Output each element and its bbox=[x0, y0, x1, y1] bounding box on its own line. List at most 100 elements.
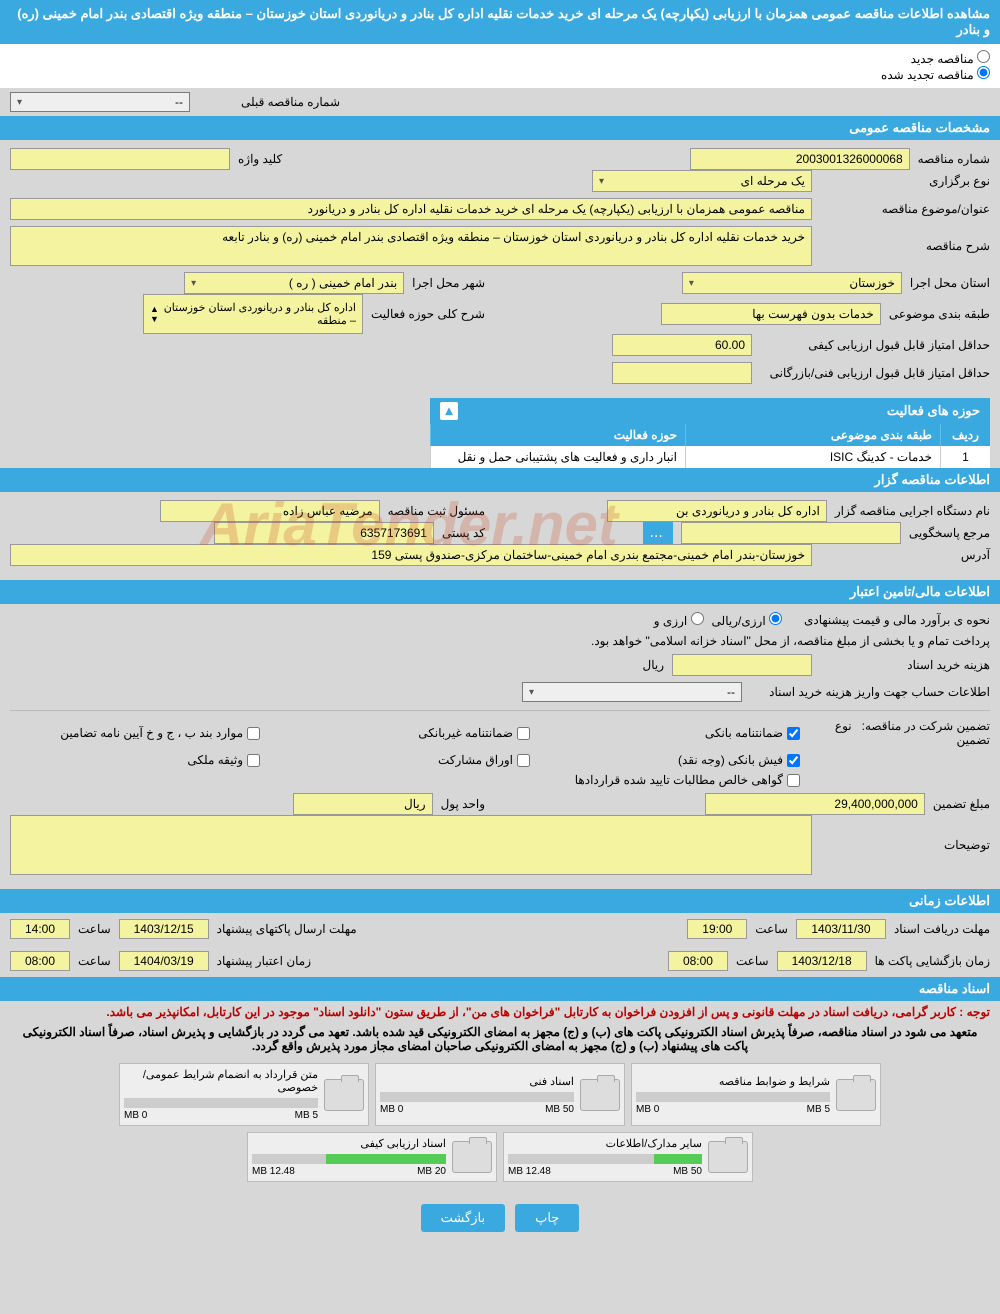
cost-label: هزینه خرید اسناد bbox=[820, 658, 990, 672]
docs-note-2: متعهد می شود در اسناد مناقصه، صرفاً پذیر… bbox=[0, 1023, 1000, 1055]
desc-field: خرید خدمات نقلیه اداره کل بنادر و دریانو… bbox=[10, 226, 812, 266]
notes-field[interactable] bbox=[10, 815, 812, 875]
post-field: 6357173691 bbox=[214, 522, 434, 544]
type-select[interactable]: یک مرحله ای▾ bbox=[592, 170, 812, 192]
doc-title: اسناد فنی bbox=[380, 1075, 574, 1088]
prev-tender-label: شماره مناقصه قبلی bbox=[200, 95, 340, 109]
chk-property[interactable]: وثیقه ملکی bbox=[10, 753, 260, 767]
city-label: شهر محل اجرا bbox=[412, 276, 485, 290]
doc-title: متن قرارداد به انضمام شرایط عمومی/خصوصی bbox=[124, 1068, 318, 1094]
valid-date: 1404/03/19 bbox=[119, 951, 209, 971]
chk-cert[interactable]: گواهی خالص مطالبات تایید شده قراردادها bbox=[10, 773, 800, 787]
subject-field: مناقصه عمومی همزمان با ارزیابی (یکپارچه)… bbox=[10, 198, 812, 220]
send-label: مهلت ارسال پاکتهای پیشنهاد bbox=[217, 922, 357, 936]
doc-card[interactable]: اسناد فنی 50 MB0 MB bbox=[375, 1063, 625, 1126]
doc-card[interactable]: شرایط و ضوابط مناقصه 5 MB0 MB bbox=[631, 1063, 881, 1126]
radio-rial[interactable]: ارزی/ریالی bbox=[712, 612, 782, 628]
keyword-field[interactable] bbox=[10, 148, 230, 170]
minscore2-field bbox=[612, 362, 752, 384]
scope-label: شرح کلی حوزه فعالیت bbox=[371, 307, 485, 321]
desc-label: شرح مناقصه bbox=[820, 239, 990, 253]
time-label: ساعت bbox=[755, 922, 788, 936]
dev-field: اداره کل بنادر و دریانوردی بن bbox=[607, 500, 827, 522]
tender-type-radio-row: مناقصه جدید مناقصه تجدید شده bbox=[0, 44, 1000, 88]
time-label: ساعت bbox=[78, 954, 111, 968]
doc-card[interactable]: سایر مدارک/اطلاعات 50 MB12.48 MB bbox=[503, 1132, 753, 1182]
section-general-body: شماره مناقصه2003001326000068 کلید واژه ن… bbox=[0, 140, 1000, 398]
collapse-button[interactable]: ▴ bbox=[440, 402, 458, 420]
chk-cash[interactable]: فیش بانکی (وجه نقد) bbox=[550, 753, 800, 767]
back-button[interactable]: بازگشت bbox=[421, 1204, 505, 1232]
doc-card[interactable]: اسناد ارزیابی کیفی 20 MB12.48 MB bbox=[247, 1132, 497, 1182]
chevron-down-icon: ▾ bbox=[529, 687, 534, 698]
class-field: خدمات بدون فهرست بها bbox=[661, 303, 881, 325]
post-label: کد پستی bbox=[442, 526, 485, 540]
addr-label: آدرس bbox=[820, 548, 990, 562]
minscore-field: 60.00 bbox=[612, 334, 752, 356]
dev-label: نام دستگاه اجرایی مناقصه گزار bbox=[835, 504, 990, 518]
cost-field[interactable] bbox=[672, 654, 812, 676]
est-label: نحوه ی برآورد مالی و قیمت پیشنهادی bbox=[790, 613, 990, 627]
amount-label: مبلغ تضمین bbox=[933, 797, 990, 811]
scope-select[interactable]: اداره کل بنادر و دریانوردی استان خوزستان… bbox=[143, 294, 363, 334]
time-label: ساعت bbox=[736, 954, 769, 968]
chk-nonbank[interactable]: ضمانتنامه غیربانکی bbox=[280, 719, 530, 747]
section-activity-header: حوزه های فعالیت▴ bbox=[430, 398, 990, 424]
folder-icon bbox=[580, 1079, 620, 1111]
send-date: 1403/12/15 bbox=[119, 919, 209, 939]
chk-items[interactable]: موارد بند ب ، ج و خ آیین نامه تضامین bbox=[10, 719, 260, 747]
chevron-down-icon: ▾ bbox=[191, 278, 196, 289]
radio-renewed[interactable]: مناقصه تجدید شده bbox=[881, 68, 990, 82]
radio-new[interactable]: مناقصه جدید bbox=[911, 52, 990, 66]
time-row-2: زمان بازگشایی پاکت ها 1403/12/18 ساعت 08:00… bbox=[0, 945, 1000, 977]
lookup-button[interactable]: ... bbox=[643, 522, 673, 544]
city-select[interactable]: بندر امام خمینی ( ره )▾ bbox=[184, 272, 404, 294]
section-organizer-body: نام دستگاه اجرایی مناقصه گزار اداره کل بن… bbox=[0, 492, 1000, 580]
radio-currency[interactable]: ارزی و bbox=[654, 612, 704, 628]
type-label: نوع برگزاری bbox=[820, 174, 990, 188]
reg-label: مسئول ثبت مناقصه bbox=[388, 504, 485, 518]
doc-grid: شرایط و ضوابط مناقصه 5 MB0 MB اسناد فنی … bbox=[0, 1055, 1000, 1190]
chevron-down-icon: ▾ bbox=[17, 97, 22, 108]
folder-icon bbox=[324, 1079, 364, 1111]
send-time: 14:00 bbox=[10, 919, 70, 939]
folder-icon bbox=[836, 1079, 876, 1111]
section-finance-header: اطلاعات مالی/تامین اعتبار bbox=[0, 580, 1000, 604]
currency-field: ریال bbox=[293, 793, 433, 815]
acct-select[interactable]: --▾ bbox=[522, 682, 742, 702]
minscore-label: حداقل امتیاز قابل قبول ارزیابی کیفی bbox=[760, 338, 990, 352]
chk-bonds[interactable]: اوراق مشارکت bbox=[280, 753, 530, 767]
currency-label: واحد پول bbox=[441, 797, 485, 811]
open-date: 1403/12/18 bbox=[777, 951, 867, 971]
open-label: زمان بازگشایی پاکت ها bbox=[875, 954, 990, 968]
chevron-down-icon: ▾ bbox=[689, 278, 694, 289]
doc-title: سایر مدارک/اطلاعات bbox=[508, 1137, 702, 1150]
addr-field: خوزستان-بندر امام خمینی-مجتمع بندری امام… bbox=[10, 544, 812, 566]
page-title: مشاهده اطلاعات مناقصه عمومی همزمان با ار… bbox=[0, 0, 1000, 44]
time-row-1: مهلت دریافت اسناد1403/11/30ساعت19:00 مهل… bbox=[0, 913, 1000, 945]
province-select[interactable]: خوزستان▾ bbox=[682, 272, 902, 294]
valid-time: 08:00 bbox=[10, 951, 70, 971]
updown-icon: ▲▼ bbox=[150, 304, 159, 324]
section-general-header: مشخصات مناقصه عمومی bbox=[0, 116, 1000, 140]
subject-label: عنوان/موضوع مناقصه bbox=[820, 202, 990, 216]
reg-field: مرضیه عباس زاده bbox=[160, 500, 380, 522]
province-label: استان محل اجرا bbox=[910, 276, 990, 290]
minscore2-label: حداقل امتیاز قابل قبول ارزیابی فنی/بازرگ… bbox=[760, 366, 990, 380]
deadline-time: 19:00 bbox=[687, 919, 747, 939]
print-button[interactable]: چاپ bbox=[515, 1204, 579, 1232]
acct-label: اطلاعات حساب جهت واریز هزینه خرید اسناد bbox=[750, 685, 990, 699]
chevron-down-icon: ▾ bbox=[599, 176, 604, 187]
amount-field: 29,400,000,000 bbox=[705, 793, 925, 815]
folder-icon bbox=[452, 1141, 492, 1173]
activity-table-header: ردیف طبقه بندی موضوعی حوزه فعالیت bbox=[430, 424, 990, 446]
prev-tender-select[interactable]: -- ▾ bbox=[10, 92, 190, 112]
button-row: چاپ بازگشت bbox=[0, 1190, 1000, 1246]
tender-no-label: شماره مناقصه bbox=[918, 152, 990, 166]
doc-title: شرایط و ضوابط مناقصه bbox=[636, 1075, 830, 1088]
finance-note: پرداخت تمام و یا بخشی از مبلغ مناقصه، از… bbox=[10, 634, 990, 648]
chk-bank[interactable]: ضمانتنامه بانکی bbox=[550, 719, 800, 747]
cost-unit: ریال bbox=[642, 658, 664, 672]
section-organizer-header: اطلاعات مناقصه گزار bbox=[0, 468, 1000, 492]
doc-card[interactable]: متن قرارداد به انضمام شرایط عمومی/خصوصی … bbox=[119, 1063, 369, 1126]
